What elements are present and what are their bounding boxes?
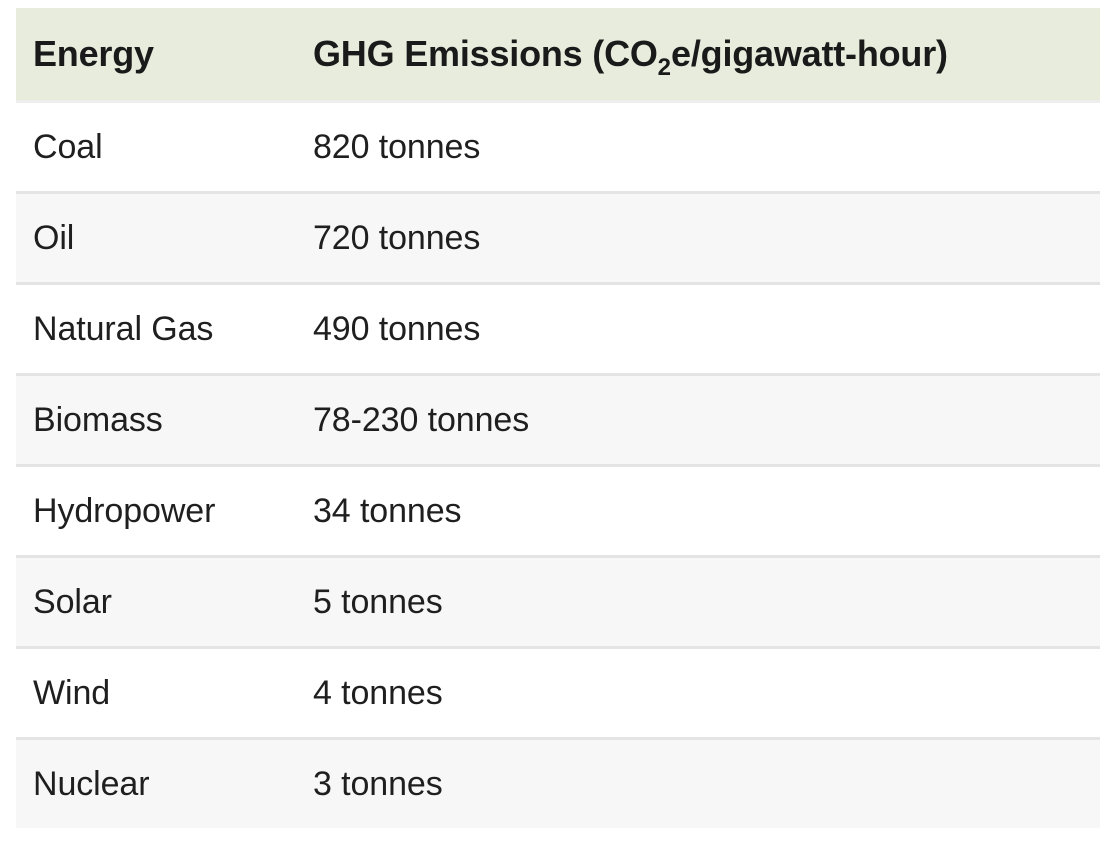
table-header: Energy GHG Emissions (CO2e/gigawatt-hour…	[16, 8, 1100, 102]
cell-energy: Biomass	[16, 373, 313, 466]
cell-emissions: 5 tonnes	[313, 555, 1100, 648]
cell-emissions: 78-230 tonnes	[313, 373, 1100, 466]
table-row: Nuclear 3 tonnes	[16, 737, 1100, 828]
column-header-ghg-emissions-subscript: 2	[657, 54, 672, 81]
table-row: Solar 5 tonnes	[16, 555, 1100, 648]
table-body: Coal 820 tonnes Oil 720 tonnes Natural G…	[16, 100, 1100, 828]
table-row: Natural Gas 490 tonnes	[16, 282, 1100, 375]
table-row: Oil 720 tonnes	[16, 191, 1100, 284]
ghg-emissions-table-container: Energy GHG Emissions (CO2e/gigawatt-hour…	[16, 8, 1100, 828]
cell-emissions: 4 tonnes	[313, 646, 1100, 739]
cell-energy: Wind	[16, 646, 313, 739]
table-row: Coal 820 tonnes	[16, 100, 1100, 193]
ghg-emissions-table: Energy GHG Emissions (CO2e/gigawatt-hour…	[16, 8, 1100, 828]
table-row: Biomass 78-230 tonnes	[16, 373, 1100, 466]
cell-emissions: 3 tonnes	[313, 737, 1100, 828]
cell-energy: Natural Gas	[16, 282, 313, 375]
column-header-ghg-emissions-prefix: GHG Emissions (CO	[313, 33, 658, 74]
column-header-ghg-emissions: GHG Emissions (CO2e/gigawatt-hour)	[313, 8, 1100, 102]
cell-energy: Coal	[16, 100, 313, 193]
table-row: Hydropower 34 tonnes	[16, 464, 1100, 557]
cell-energy: Nuclear	[16, 737, 313, 828]
cell-energy: Solar	[16, 555, 313, 648]
cell-emissions: 820 tonnes	[313, 100, 1100, 193]
cell-energy: Hydropower	[16, 464, 313, 557]
column-header-ghg-emissions-suffix: e/gigawatt-hour)	[671, 33, 948, 74]
cell-emissions: 34 tonnes	[313, 464, 1100, 557]
table-header-row: Energy GHG Emissions (CO2e/gigawatt-hour…	[16, 8, 1100, 102]
cell-emissions: 490 tonnes	[313, 282, 1100, 375]
cell-energy: Oil	[16, 191, 313, 284]
cell-emissions: 720 tonnes	[313, 191, 1100, 284]
table-row: Wind 4 tonnes	[16, 646, 1100, 739]
column-header-energy: Energy	[16, 8, 313, 102]
